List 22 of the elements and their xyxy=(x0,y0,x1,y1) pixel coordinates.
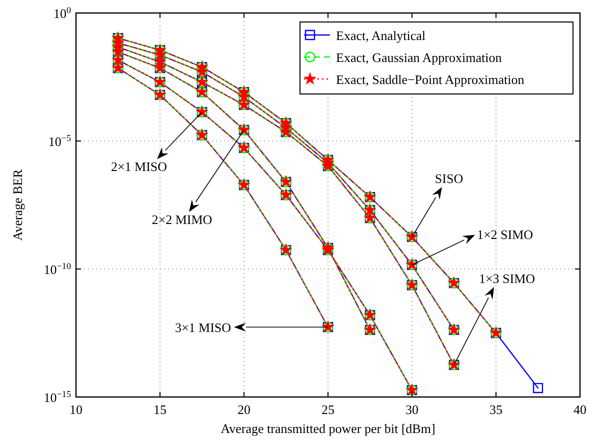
x-tick-label: 40 xyxy=(574,402,586,417)
y-tick-label: 10$^{−5}$ xyxy=(48,133,72,149)
annotation: 3×1 MISO xyxy=(174,320,232,336)
x-tick-label: 20 xyxy=(238,402,250,417)
x-tick-label: 15 xyxy=(154,402,166,417)
annotation: 1×3 SIMO xyxy=(478,270,536,286)
x-tick-label: 30 xyxy=(406,402,418,417)
y-tick-label: 10$^{−10}$ xyxy=(44,261,72,277)
annotation: 2×2 MIMO xyxy=(152,212,212,227)
y-axis-title: Average BER xyxy=(10,168,25,241)
legend-label: Exact, Analytical xyxy=(336,28,426,43)
annotation: 1×2 SIMO xyxy=(476,226,534,242)
y-tick-label: 10$^{−15}$ xyxy=(44,389,72,405)
annotation: SISO xyxy=(434,170,464,186)
legend-label: Exact, Saddle−Point Approximation xyxy=(336,72,525,87)
x-tick-label: 35 xyxy=(490,402,502,417)
annotation: 2×1 MISO xyxy=(110,159,168,174)
x-axis-title: Average transmitted power per bit [dBm] xyxy=(220,421,436,436)
x-tick-label: 10 xyxy=(70,402,82,417)
legend-label: Exact, Gaussian Approximation xyxy=(336,50,502,65)
x-tick-label: 25 xyxy=(322,402,334,417)
y-tick-label: 10$^{0}$ xyxy=(53,5,72,21)
